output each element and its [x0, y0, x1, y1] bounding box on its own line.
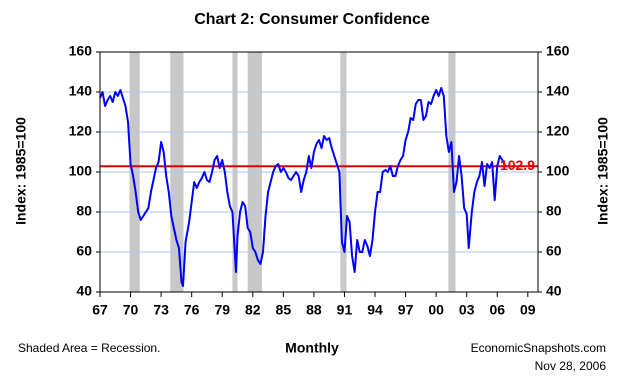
y-tick-label: 40	[76, 283, 92, 299]
y2-axis-label: Index: 1985=100	[595, 117, 611, 225]
x-tick-label: 09	[520, 302, 536, 318]
x-axis-label: Monthly	[285, 340, 339, 356]
plot-frame	[99, 51, 539, 293]
x-tick-label: 70	[123, 302, 139, 318]
y-axis-label: Index: 1985=100	[13, 117, 29, 225]
x-tick-label: 00	[428, 302, 444, 318]
x-tick-label: 67	[92, 302, 108, 318]
x-tick-label: 94	[367, 302, 383, 318]
y-tick-label: 160	[69, 43, 93, 59]
y2-tick-label: 160	[546, 43, 570, 59]
line-series	[99, 87, 507, 287]
x-tick-label: 85	[276, 302, 292, 318]
x-tick-label: 82	[245, 302, 261, 318]
y2-tick-label: 40	[546, 283, 562, 299]
x-tick-label: 88	[306, 302, 322, 318]
reference-label: 102.9	[500, 157, 535, 173]
y2-tick-label: 120	[546, 123, 570, 139]
y-tick-label: 120	[69, 123, 93, 139]
x-tick-label: 06	[489, 302, 505, 318]
x-tick-label: 79	[214, 302, 230, 318]
x-tick-label: 73	[153, 302, 169, 318]
y-tick-label: 80	[76, 203, 92, 219]
x-tick-label: 97	[398, 302, 414, 318]
y-tick-label: 140	[69, 83, 93, 99]
chart-title: Chart 2: Consumer Confidence	[194, 11, 430, 28]
x-tick-label: 91	[337, 302, 353, 318]
source: EconomicSnapshots.com	[471, 341, 606, 355]
x-tick-label: 03	[459, 302, 475, 318]
x-tick-label: 76	[184, 302, 200, 318]
y2-tick-label: 80	[546, 203, 562, 219]
y-tick-label: 60	[76, 243, 92, 259]
y2-tick-label: 140	[546, 83, 570, 99]
y-tick-label: 100	[69, 163, 93, 179]
date: Nov 28, 2006	[535, 359, 607, 373]
y2-tick-label: 60	[546, 243, 562, 259]
note: Shaded Area = Recession.	[18, 341, 160, 355]
y2-tick-label: 100	[546, 163, 570, 179]
